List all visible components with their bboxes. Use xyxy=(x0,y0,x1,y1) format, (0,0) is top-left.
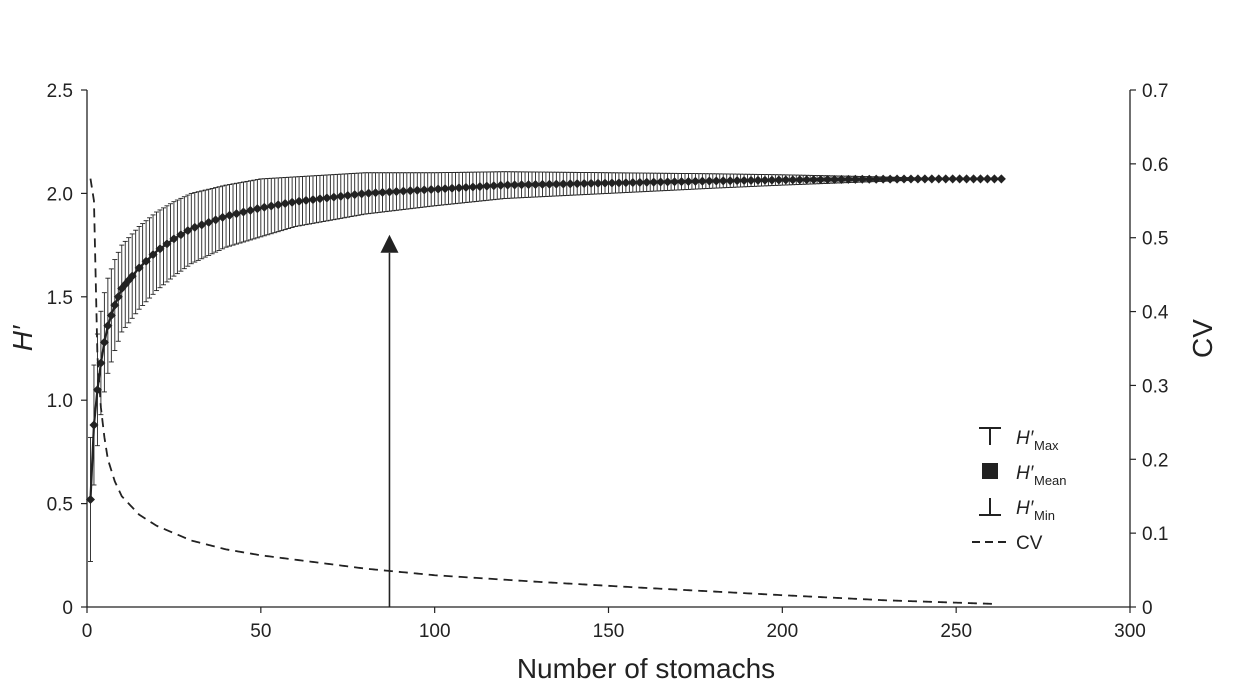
mean-point xyxy=(586,178,596,188)
series xyxy=(85,174,1006,605)
mean-point xyxy=(89,420,99,430)
legend-label: H′ xyxy=(1016,428,1035,449)
x-tick-label: 300 xyxy=(1114,621,1146,642)
mean-point xyxy=(85,494,96,504)
mean-point xyxy=(871,174,881,184)
axes xyxy=(86,90,1131,608)
mean-point xyxy=(218,212,228,222)
mean-point xyxy=(447,183,457,193)
legend-label: H′ xyxy=(1016,498,1035,519)
legend-label-sub: Mean xyxy=(1034,473,1067,488)
y-right-tick-label: 0.6 xyxy=(1142,155,1168,176)
mean-point xyxy=(788,175,798,185)
annotations xyxy=(380,234,399,607)
mean-point xyxy=(405,186,415,196)
mean-point xyxy=(110,300,120,310)
mean-point xyxy=(551,179,561,189)
mean-point xyxy=(225,210,235,220)
y-left-tick-label: 1.5 xyxy=(47,288,73,309)
mean-point xyxy=(329,192,339,202)
y-left-tick-label: 0 xyxy=(62,598,73,619)
mean-point xyxy=(99,337,109,347)
mean-point xyxy=(364,188,374,198)
legend-item-max: H′ Max xyxy=(979,427,1059,453)
mean-point xyxy=(920,174,930,184)
mean-point xyxy=(287,197,297,207)
mean-point xyxy=(704,176,714,186)
x-tick-label: 150 xyxy=(593,621,625,642)
mean-point xyxy=(106,310,116,320)
mean-line xyxy=(89,177,1002,500)
mean-point xyxy=(635,177,645,187)
mean-point xyxy=(454,183,464,193)
mean-point xyxy=(955,174,965,184)
y-right-tick-label: 0.2 xyxy=(1142,450,1168,471)
mean-point xyxy=(718,176,728,186)
mean-point xyxy=(176,230,186,240)
legend-label: H′ xyxy=(1016,463,1035,484)
y-left-tick-label: 2.5 xyxy=(47,81,73,102)
y-right-axis-title: CV xyxy=(1187,319,1218,358)
y-right-tick-label: 0.3 xyxy=(1142,376,1168,397)
mean-point xyxy=(336,191,346,201)
mean-point xyxy=(294,196,304,206)
mean-point xyxy=(155,244,165,254)
error-bars xyxy=(87,171,970,562)
mean-point xyxy=(753,175,763,185)
mean-point xyxy=(371,188,381,198)
y-left-tick-label: 1.0 xyxy=(47,391,73,412)
mean-point xyxy=(377,187,388,197)
y-right-tick-label: 0.5 xyxy=(1142,229,1168,250)
mean-point xyxy=(906,174,916,184)
legend-label-sub: Min xyxy=(1034,508,1055,523)
cv-line xyxy=(89,178,998,605)
y-left-axis-title: H′ xyxy=(7,324,38,351)
y-right-tick-label: 0.7 xyxy=(1142,81,1168,102)
arrow-head xyxy=(380,234,399,253)
y-left-tick-label: 0.5 xyxy=(47,495,73,516)
mean-point xyxy=(489,181,499,191)
x-tick-label: 200 xyxy=(766,621,798,642)
mean-point xyxy=(412,185,422,195)
ticks: 0 50 100 150 200 250 30000.51.01.52.02.500.10.… xyxy=(47,81,1169,642)
legend-item-mean: H′ Mean xyxy=(982,463,1067,488)
mean-point xyxy=(141,256,151,266)
mean-point xyxy=(238,207,248,217)
legend-mean-symbol xyxy=(982,463,998,479)
mean-point xyxy=(496,180,506,190)
x-tick-label: 50 xyxy=(250,621,271,642)
mean-point xyxy=(836,174,846,184)
y-right-tick-label: 0.1 xyxy=(1142,524,1168,545)
mean-point xyxy=(183,226,193,236)
x-tick-label: 100 xyxy=(419,621,451,642)
mean-point xyxy=(113,292,123,302)
mean-point xyxy=(197,220,207,230)
legend-item-min: H′ Min xyxy=(979,498,1055,523)
x-axis-title: Number of stomachs xyxy=(517,653,775,684)
y-right-tick-label: 0.4 xyxy=(1142,303,1169,324)
mean-point xyxy=(127,271,137,281)
legend-item-cv: CV xyxy=(972,533,1043,554)
y-right-tick-label: 0 xyxy=(1142,598,1153,619)
mean-point xyxy=(211,215,221,225)
legend-label: CV xyxy=(1016,533,1043,554)
mean-point xyxy=(670,177,680,187)
mean-point xyxy=(989,174,999,184)
legend-label-sub: Max xyxy=(1034,438,1059,453)
x-tick-label: 250 xyxy=(940,621,972,642)
mean-point xyxy=(996,174,1006,184)
y-left-tick-label: 2.0 xyxy=(47,184,73,205)
mean-point xyxy=(134,263,144,273)
mean-point xyxy=(517,180,527,190)
x-tick-label: 0 xyxy=(82,621,93,642)
